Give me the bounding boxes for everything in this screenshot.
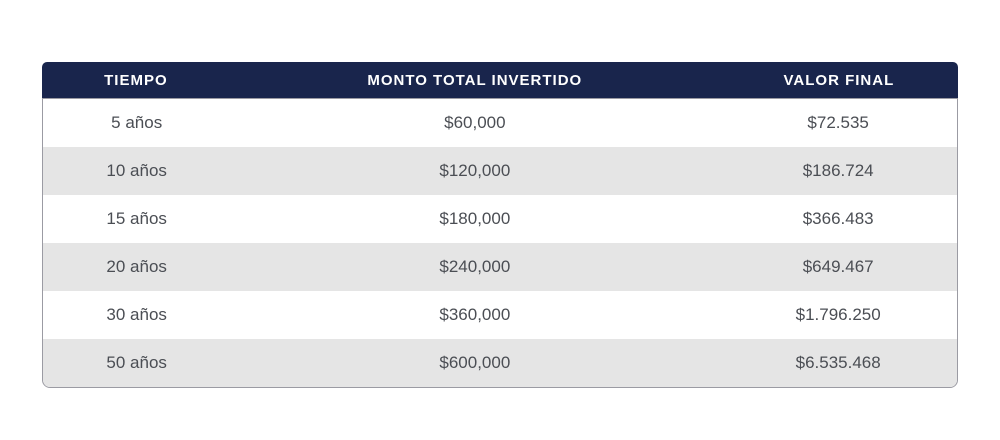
- cell-monto-total-invertido: $180,000: [439, 209, 511, 228]
- cell-monto-total-invertido: $60,000: [444, 113, 506, 132]
- cell-monto-total-invertido: $600,000: [439, 353, 511, 372]
- table-row: 10 años $120,000 $186.724: [43, 147, 957, 195]
- table-row: 15 años $180,000 $366.483: [43, 195, 957, 243]
- header-cell-valor-final: VALOR FINAL: [783, 71, 895, 89]
- cell-tiempo: 10 años: [106, 161, 167, 180]
- investment-table: TIEMPO MONTO TOTAL INVERTIDO VALOR FINAL…: [42, 62, 958, 388]
- cell-valor-final: $1.796.250: [795, 305, 881, 324]
- cell-monto-total-invertido: $240,000: [439, 257, 511, 276]
- table-row: 30 años $360,000 $1.796.250: [43, 291, 957, 339]
- header-cell-tiempo: TIEMPO: [104, 71, 168, 89]
- cell-tiempo: 5 años: [111, 113, 163, 132]
- cell-tiempo: 50 años: [106, 353, 167, 372]
- cell-valor-final: $72.535: [807, 113, 869, 132]
- cell-tiempo: 30 años: [106, 305, 167, 324]
- cell-monto-total-invertido: $120,000: [439, 161, 511, 180]
- table-body: 5 años $60,000 $72.535 10 años $120,000 …: [42, 98, 958, 388]
- cell-valor-final: $6.535.468: [795, 353, 881, 372]
- header-cell-monto-total-invertido: MONTO TOTAL INVERTIDO: [367, 71, 583, 89]
- cell-valor-final: $649.467: [802, 257, 874, 276]
- cell-valor-final: $186.724: [802, 161, 874, 180]
- table-row: 20 años $240,000 $649.467: [43, 243, 957, 291]
- table-row: 50 años $600,000 $6.535.468: [43, 339, 957, 387]
- table-row: 5 años $60,000 $72.535: [43, 99, 957, 147]
- cell-valor-final: $366.483: [802, 209, 874, 228]
- table-header: TIEMPO MONTO TOTAL INVERTIDO VALOR FINAL: [42, 62, 958, 98]
- cell-tiempo: 15 años: [106, 209, 167, 228]
- cell-tiempo: 20 años: [106, 257, 167, 276]
- cell-monto-total-invertido: $360,000: [439, 305, 511, 324]
